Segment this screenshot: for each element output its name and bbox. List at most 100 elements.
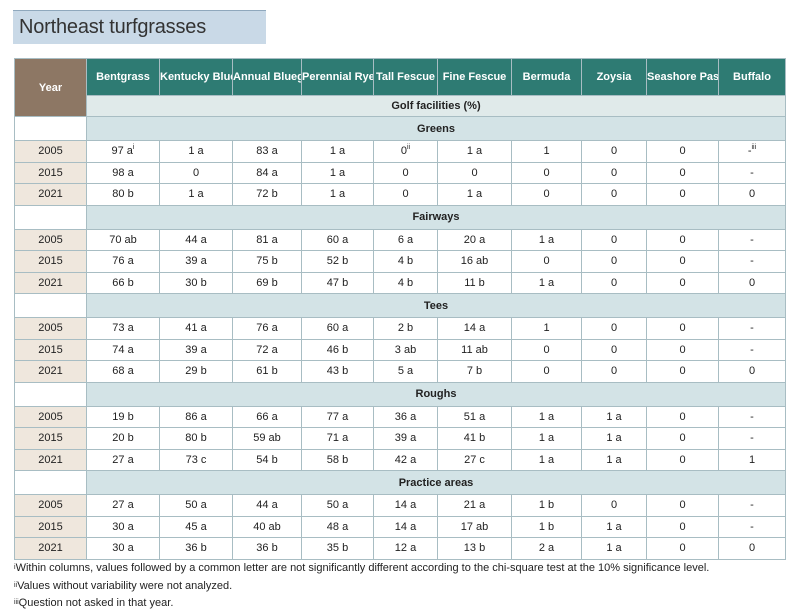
value-cell: 51 a — [437, 405, 512, 428]
value-cell: 17 ab — [437, 515, 512, 538]
year-cell: 2015 — [14, 427, 87, 450]
value-cell: 0 — [646, 448, 719, 471]
value-cell: 1 a — [301, 140, 374, 163]
value-cell: 0 — [373, 183, 438, 206]
value-cell: 50 a — [301, 494, 374, 517]
value-cell: 0 — [511, 161, 582, 184]
section-title: Fairways — [86, 204, 786, 230]
value-cell: 1 a — [301, 161, 374, 184]
value-cell: 0 — [581, 494, 647, 517]
value-cell: 52 b — [301, 250, 374, 273]
value-cell: 73 a — [86, 317, 160, 340]
value-cell: 76 a — [86, 250, 160, 273]
value-cell: 21 a — [437, 494, 512, 517]
value-cell: 48 a — [301, 515, 374, 538]
value-cell: 1 a — [581, 537, 647, 560]
value-cell: 1 b — [511, 515, 582, 538]
value-cell: 1 a — [159, 183, 233, 206]
value-cell: 39 a — [373, 427, 438, 450]
value-cell: 35 b — [301, 537, 374, 560]
units-subheader: Golf facilities (%) — [86, 95, 786, 117]
value-cell: 1 a — [301, 183, 374, 206]
value-cell: - — [718, 515, 786, 538]
year-cell: 2021 — [14, 360, 87, 383]
value-cell: 0 — [581, 317, 647, 340]
value-cell: 45 a — [159, 515, 233, 538]
value-cell: 41 a — [159, 317, 233, 340]
column-header: Zoysia — [581, 58, 647, 96]
value-cell: 86 a — [159, 405, 233, 428]
value-cell: 36 b — [232, 537, 302, 560]
value-cell: 1 a — [581, 515, 647, 538]
column-header: Buffalo — [718, 58, 786, 96]
value-cell: 0 — [646, 250, 719, 273]
value-cell: 69 b — [232, 271, 302, 294]
value-cell: 41 b — [437, 427, 512, 450]
section-header-row: Tees — [14, 293, 786, 318]
value-cell: 20 b — [86, 427, 160, 450]
section-header-row: Practice areas — [14, 470, 786, 495]
value-cell: 30 a — [86, 515, 160, 538]
value-cell: - — [718, 338, 786, 361]
value-cell: 39 a — [159, 250, 233, 273]
column-header: Kentucky Bluegrass — [159, 58, 233, 96]
value-cell: 1 a — [511, 228, 582, 251]
value-cell: 0 — [646, 161, 719, 184]
value-cell: 1 a — [437, 140, 512, 163]
value-cell: 0 — [437, 161, 512, 184]
value-cell: 4 b — [373, 271, 438, 294]
value-cell: 0 — [581, 250, 647, 273]
value-cell: 1 a — [511, 427, 582, 450]
value-cell: 98 a — [86, 161, 160, 184]
section-title: Tees — [86, 293, 786, 318]
footnote-marker: i — [132, 144, 135, 152]
year-cell: 2005 — [14, 140, 87, 163]
value-cell: 83 a — [232, 140, 302, 163]
value-cell: 47 b — [301, 271, 374, 294]
value-cell: 6 a — [373, 228, 438, 251]
value-cell: 1 — [718, 448, 786, 471]
value-cell: 1 a — [581, 405, 647, 428]
value-cell: 0 — [511, 250, 582, 273]
value-cell: 44 a — [159, 228, 233, 251]
value-cell: 0 — [581, 338, 647, 361]
value-cell: 0 — [718, 537, 786, 560]
year-cell: 2005 — [14, 317, 87, 340]
value-cell: 7 b — [437, 360, 512, 383]
value-cell: 44 a — [232, 494, 302, 517]
value-cell: 14 a — [373, 494, 438, 517]
value-cell: 1 a — [511, 271, 582, 294]
value-cell: 0 — [646, 360, 719, 383]
value-cell: 42 a — [373, 448, 438, 471]
value-cell: 0 — [718, 183, 786, 206]
value-cell: 0ii — [373, 140, 438, 163]
value-cell: 40 ab — [232, 515, 302, 538]
value-cell: 73 c — [159, 448, 233, 471]
value-cell: 97 ai — [86, 140, 160, 163]
value-cell: 1 a — [511, 405, 582, 428]
header-row: Year Bentgrass Kentucky Bluegrass Annual… — [14, 58, 786, 117]
value-cell: 77 a — [301, 405, 374, 428]
value-cell: 66 b — [86, 271, 160, 294]
section-title: Practice areas — [86, 470, 786, 495]
column-header: Seashore Paspalum — [646, 58, 719, 96]
value-cell: 60 a — [301, 317, 374, 340]
value-cell: 84 a — [232, 161, 302, 184]
value-cell: 72 a — [232, 338, 302, 361]
page-title: Northeast turfgrasses — [19, 16, 206, 38]
value-cell: 61 b — [232, 360, 302, 383]
year-cell: 2015 — [14, 338, 87, 361]
column-header: Perennial Rye — [301, 58, 374, 96]
section-spacer — [14, 470, 87, 495]
year-cell: 2015 — [14, 515, 87, 538]
value-cell: 74 a — [86, 338, 160, 361]
section-header-row: Greens — [14, 116, 786, 141]
value-cell: 0 — [511, 183, 582, 206]
value-cell: - — [718, 161, 786, 184]
year-cell: 2005 — [14, 228, 87, 251]
